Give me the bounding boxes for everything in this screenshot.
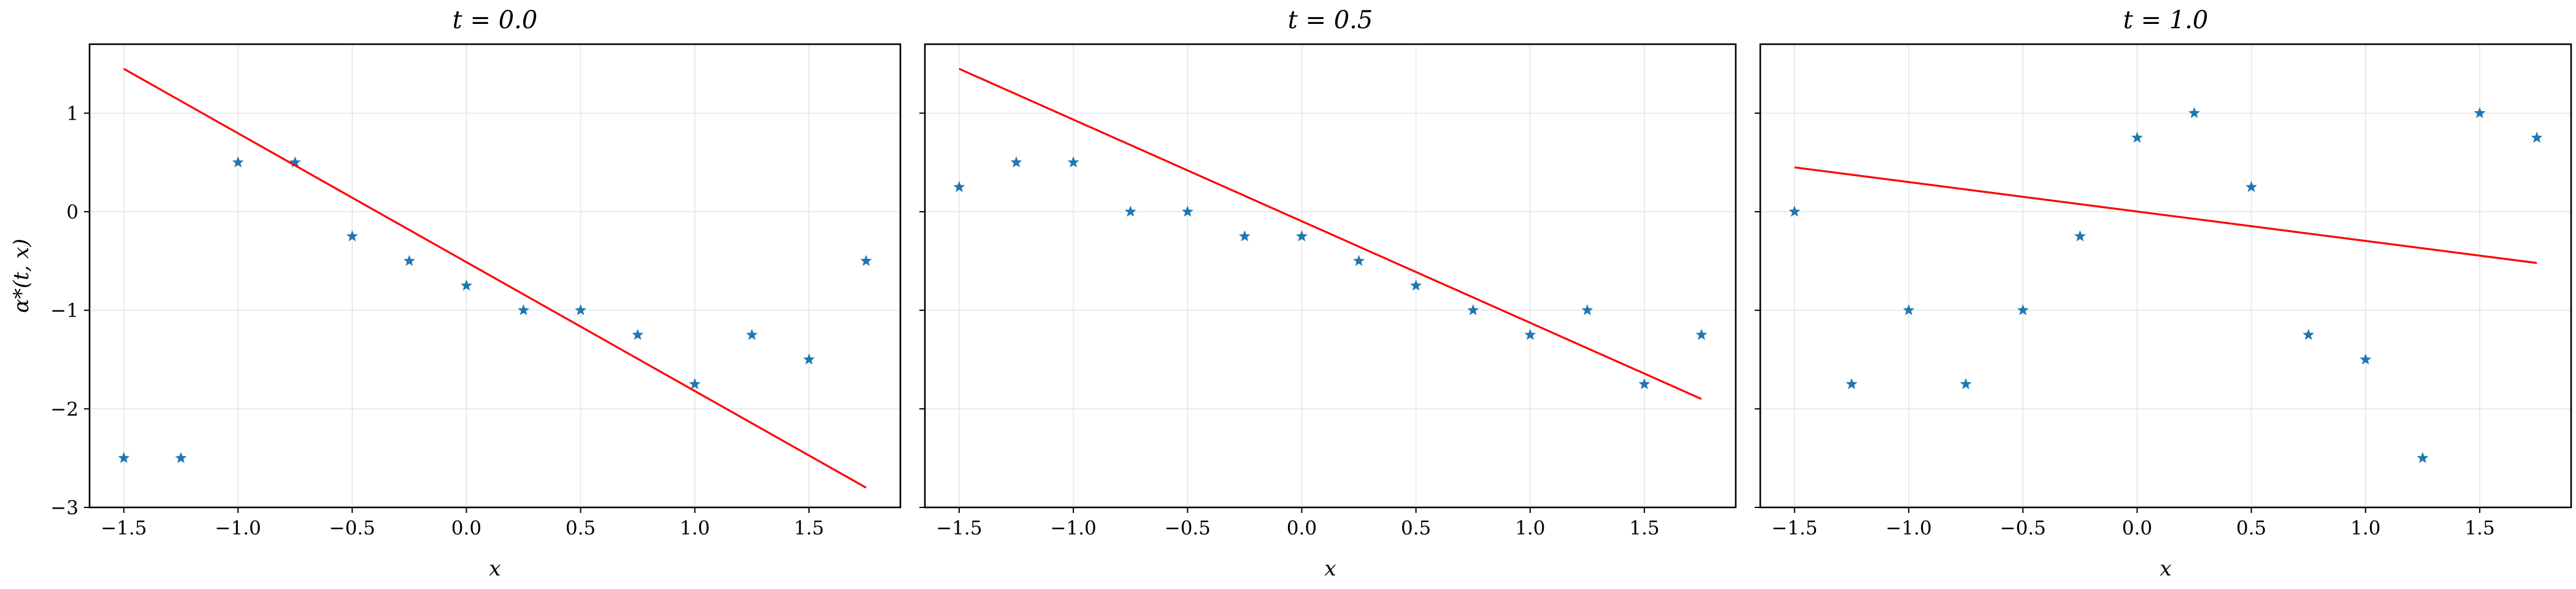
x-tick-label: 1.5: [1629, 517, 1659, 539]
x-tick-label: −0.5: [1165, 517, 1211, 539]
data-point: [2245, 180, 2258, 193]
x-axis-label: x: [1324, 556, 1336, 581]
data-point: [1353, 255, 1365, 266]
data-point: [1695, 328, 1708, 340]
data-point: [746, 328, 758, 340]
data-point: [1124, 206, 1137, 217]
panel-2: −1.5 −1.0 −0.5 0.0 0.5 1.0 1.5 t = 1.0 x: [1755, 6, 2572, 581]
axes-frame: [88, 43, 902, 509]
x-tick-label: 0.5: [2236, 517, 2266, 539]
axes-frame: [1759, 43, 2572, 509]
x-axis-label: x: [2160, 556, 2171, 581]
x-axis-label: x: [489, 556, 500, 581]
data-point: [803, 353, 815, 365]
panel-1: −1.5 −1.0 −0.5 0.0 0.5 1.0 1.5 t = 0.5 x: [919, 6, 1737, 581]
x-tick-label: 1.0: [680, 517, 710, 539]
data-point: [518, 304, 530, 315]
data-point: [1238, 230, 1251, 242]
y-axis-label: α*(t, x): [9, 239, 34, 313]
x-tick-label: 0.0: [1287, 517, 1317, 539]
data-point: [232, 156, 244, 167]
data-point: [1638, 378, 1650, 390]
data-point: [346, 230, 358, 242]
y-tick-label: 0: [66, 201, 79, 223]
x-tick-label: 0.0: [451, 517, 481, 539]
fit-line: [123, 67, 867, 489]
data-point: [2302, 328, 2315, 340]
x-tick-label: 1.5: [2464, 517, 2494, 539]
x-tick-label: 0.5: [1401, 517, 1431, 539]
x-tick-label: −1.5: [1771, 517, 1817, 539]
data-point: [953, 180, 965, 193]
axes-frame: [924, 43, 1737, 509]
data-point: [1010, 156, 1022, 167]
panel-title: t = 0.0: [453, 6, 538, 34]
y-tick-label: −1: [50, 300, 79, 322]
data-point: [2417, 452, 2429, 463]
x-tick-label: −1.5: [936, 517, 982, 539]
data-point: [2074, 230, 2086, 242]
y-tick-label: −2: [50, 398, 79, 420]
y-tick-label: 1: [66, 102, 79, 125]
panel-title: t = 1.0: [2123, 6, 2209, 34]
x-tick-label: −1.0: [1050, 517, 1096, 539]
x-tick-label: −1.0: [1885, 517, 1931, 539]
x-tick-label: −0.5: [2000, 517, 2046, 539]
data-point: [1581, 304, 1593, 315]
data-point: [632, 328, 644, 340]
x-tick-label: −0.5: [329, 517, 375, 539]
data-point: [2017, 304, 2029, 315]
data-point: [2474, 107, 2486, 118]
data-point: [1181, 206, 1194, 217]
x-tick-label: 1.0: [2350, 517, 2380, 539]
x-tick-label: 0.0: [2122, 517, 2152, 539]
data-point: [1410, 279, 1422, 291]
fit-line: [959, 67, 1702, 400]
panel-title: t = 0.5: [1288, 6, 1373, 34]
data-point: [2359, 353, 2372, 365]
data-point: [460, 279, 472, 291]
x-tick-label: −1.5: [101, 517, 147, 539]
x-tick-label: 0.5: [565, 517, 596, 539]
x-tick-label: 1.5: [794, 517, 824, 539]
data-point: [1903, 304, 1915, 315]
data-point: [1067, 156, 1079, 167]
data-point: [1960, 378, 1972, 390]
data-point: [1846, 378, 1858, 390]
panel-0: −1.5 −1.0 −0.5 0.0 0.5 1.0 1.5 1 0 −1 −2 −3 t = 0.0 x…: [9, 6, 902, 581]
data-point: [575, 304, 587, 315]
data-point: [1467, 304, 1479, 315]
data-point: [2131, 131, 2143, 143]
data-point: [2188, 107, 2201, 118]
data-point: [403, 255, 415, 266]
data-point: [1295, 230, 1308, 242]
x-tick-label: −1.0: [215, 517, 261, 539]
data-point: [1524, 328, 1536, 340]
data-point: [2531, 131, 2543, 143]
data-point: [175, 452, 187, 463]
y-tick-label: −3: [50, 497, 79, 519]
data-point: [118, 452, 130, 463]
data-point: [689, 378, 701, 390]
x-tick-label: 1.0: [1515, 517, 1545, 539]
fit-line: [1794, 166, 2537, 264]
data-point: [1788, 206, 1801, 217]
data-point: [860, 255, 872, 266]
data-point: [289, 156, 301, 167]
